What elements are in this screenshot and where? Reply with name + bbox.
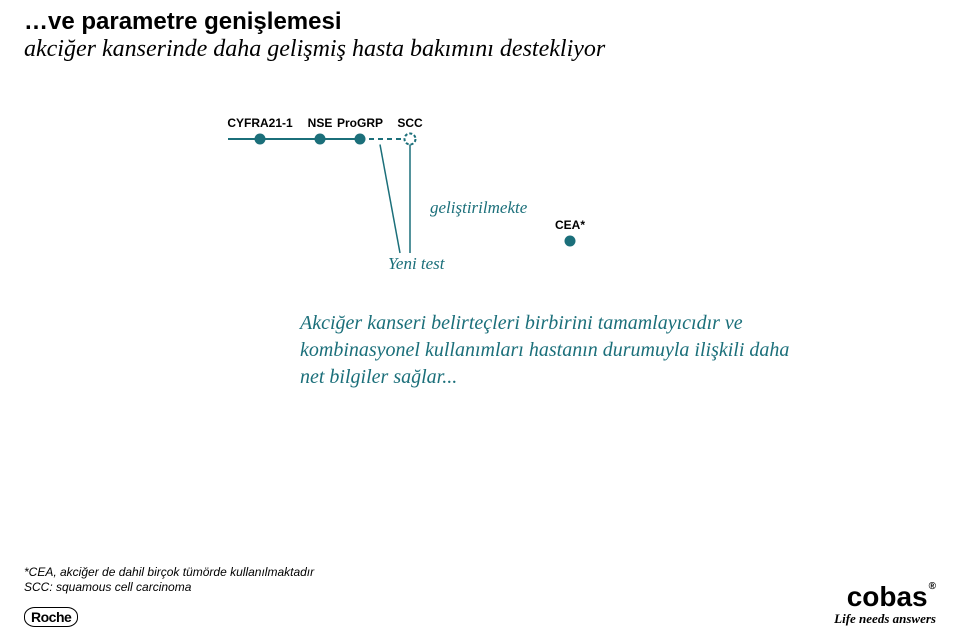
body-paragraph: Akciğer kanseri belirteçleri birbirini t… — [300, 310, 800, 391]
svg-text:ProGRP: ProGRP — [337, 116, 383, 130]
cobas-word: cobas — [847, 581, 928, 612]
marker-diagram: CYFRA21-1 NSE ProGRP SCC CEA* geliştirilmekte… — [220, 105, 670, 275]
footnote-block: *CEA, akciğer de dahil birçok tümörde ku… — [24, 565, 314, 595]
cobas-logo: cobas® — [834, 581, 936, 613]
svg-text:SCC: SCC — [397, 116, 423, 130]
cobas-slogan: Life needs answers — [834, 611, 936, 627]
registered-icon: ® — [929, 581, 936, 592]
svg-text:NSE: NSE — [308, 116, 333, 130]
footnote-line-1: *CEA, akciğer de dahil birçok tümörde ku… — [24, 565, 314, 580]
roche-logo: Roche — [24, 607, 78, 627]
svg-text:geliştirilmekte: geliştirilmekte — [430, 198, 528, 217]
page-title-block: …ve parametre genişlemesi akciğer kanser… — [24, 8, 844, 63]
footnote-line-2: SCC: squamous cell carcinoma — [24, 580, 314, 595]
svg-text:Yeni test: Yeni test — [388, 254, 446, 273]
diagram-svg: CYFRA21-1 NSE ProGRP SCC CEA* geliştirilmekte… — [220, 105, 670, 275]
title-line1: …ve parametre genişlemesi — [24, 8, 844, 36]
title-line2: akciğer kanserinde daha gelişmiş hasta b… — [24, 36, 844, 63]
cobas-block: cobas® Life needs answers — [834, 581, 936, 627]
svg-text:CEA*: CEA* — [555, 218, 585, 232]
svg-text:CYFRA21-1: CYFRA21-1 — [227, 116, 293, 130]
